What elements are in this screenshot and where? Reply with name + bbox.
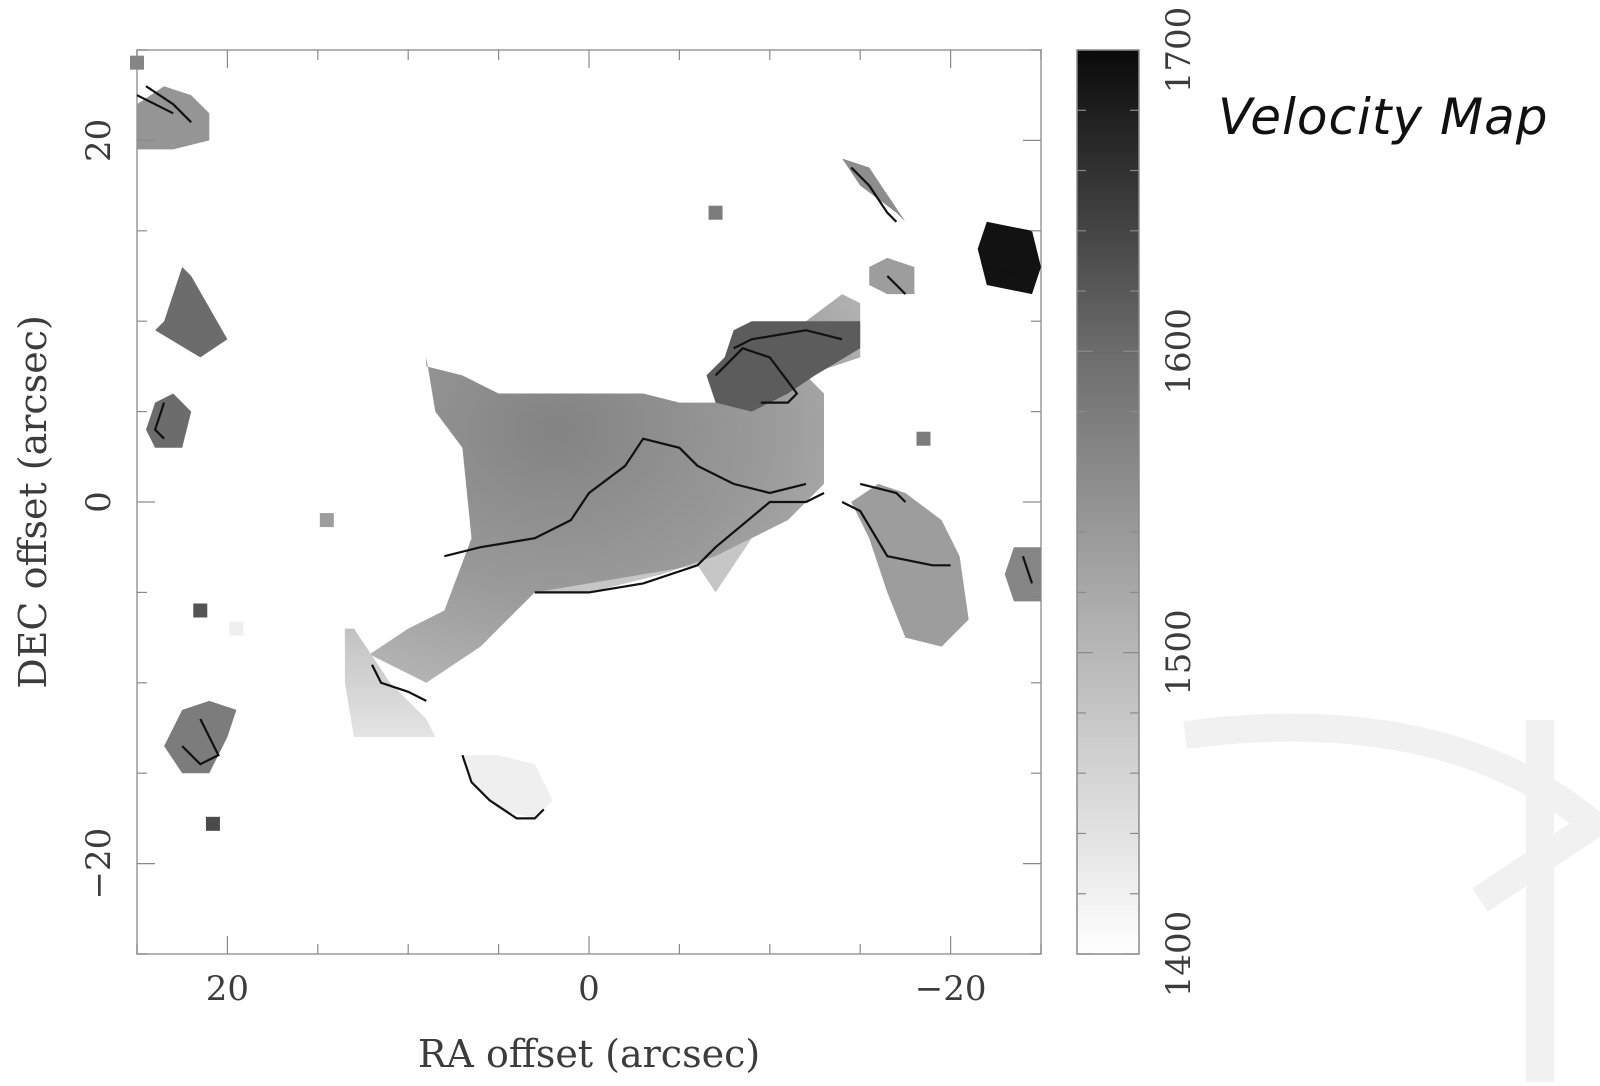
- isolated-pixel: [130, 55, 144, 70]
- contour-line: [841, 501, 951, 567]
- far-right-top-blob: [977, 221, 1041, 295]
- contour-line: [850, 166, 898, 223]
- contour-line: [181, 718, 220, 766]
- x-tick-label: −20: [915, 969, 987, 1009]
- contour-line: [444, 437, 807, 558]
- colorbar-tick-label: 1500: [1159, 609, 1199, 696]
- colorbar-tick-label: 1700: [1159, 7, 1199, 94]
- contour-line: [1021, 555, 1034, 584]
- x-axis-label: RA offset (arcsec): [418, 1032, 760, 1076]
- contour-line: [136, 94, 174, 115]
- axis-ticks: [136, 49, 1042, 955]
- contour-line: [714, 347, 799, 404]
- far-right-mid-blob: [1004, 547, 1041, 602]
- contour-line: [733, 329, 843, 350]
- sw-tail-region: [344, 628, 436, 737]
- central-lower-region: [534, 538, 752, 593]
- y-tick-label: −20: [79, 828, 119, 900]
- colorbar: [1076, 49, 1140, 955]
- y-tick-label: 0: [79, 491, 119, 513]
- contour-line: [145, 85, 192, 124]
- contour-line: [886, 275, 907, 295]
- right-mid-blob: [851, 483, 969, 647]
- colorbar-tick-label: 1400: [1159, 911, 1199, 998]
- x-tick-labels: 20 0 −20: [206, 969, 987, 1009]
- y-tick-labels: 20 0 −20: [79, 119, 119, 900]
- left-mid-blob: [146, 393, 192, 448]
- x-tick-label: 0: [578, 969, 600, 1009]
- bottom-blob: [462, 755, 553, 819]
- colorbar-ticks: [1077, 49, 1139, 955]
- isolated-pixel: [916, 431, 931, 446]
- colorbar-tick-label: 1600: [1159, 308, 1199, 395]
- contour-line: [461, 754, 545, 820]
- top-left-blob: [137, 86, 210, 150]
- isolated-pixel: [708, 205, 723, 220]
- x-tick-label: 20: [206, 969, 249, 1009]
- contour-line: [534, 492, 825, 594]
- chart-title: Velocity Map: [1218, 88, 1549, 146]
- isolated-pixel: [205, 816, 220, 831]
- contour-line: [859, 482, 907, 503]
- contour-line: [153, 402, 166, 440]
- left-upper-blob: [155, 267, 228, 358]
- y-tick-label: 20: [79, 119, 119, 162]
- colorbar-tick-labels: 1400 1500 1600 1700: [1159, 7, 1199, 998]
- contour-line: [371, 664, 427, 702]
- isolated-pixel: [319, 513, 334, 528]
- y-axis-label: DEC offset (arcsec): [11, 315, 55, 689]
- upper-right-blob-2: [869, 257, 915, 295]
- contour-line: [986, 265, 1024, 278]
- velocity-contours: [136, 85, 1034, 820]
- background-watermark: [1183, 713, 1600, 1082]
- isolated-pixel: [229, 621, 244, 636]
- isolated-pixel: [193, 603, 208, 618]
- main-region: [354, 294, 861, 683]
